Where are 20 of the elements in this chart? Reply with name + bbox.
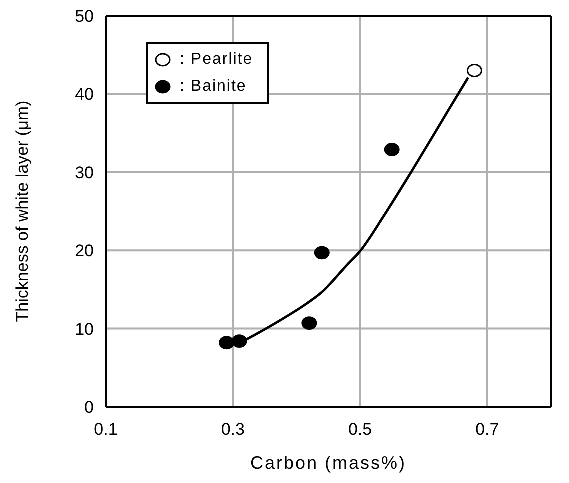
y-tick-label: 0: [84, 398, 94, 418]
x-tick-label: 0.7: [476, 420, 500, 440]
point: [314, 246, 330, 260]
x-tick-label: 0.1: [94, 420, 118, 440]
x-tick-label: 0.3: [221, 420, 245, 440]
point: [466, 64, 482, 78]
point: [384, 143, 400, 156]
y-tick-label: 40: [75, 85, 94, 104]
point: [232, 334, 248, 348]
x-axis-title: Carbon (mass%): [250, 453, 407, 473]
point: [302, 316, 318, 330]
y-tick-label: 20: [75, 242, 94, 261]
legend-label: : Pearlite: [180, 50, 254, 70]
y-tick-label: 50: [75, 7, 94, 26]
legend-label: : Bainite: [180, 77, 247, 97]
y-tick-label: 30: [75, 163, 94, 182]
point: [219, 336, 235, 350]
y-tick-label: 10: [75, 320, 94, 339]
y-axis-title: Thickness of white layer (μm): [13, 100, 32, 322]
x-tick-label: 0.5: [348, 420, 372, 440]
